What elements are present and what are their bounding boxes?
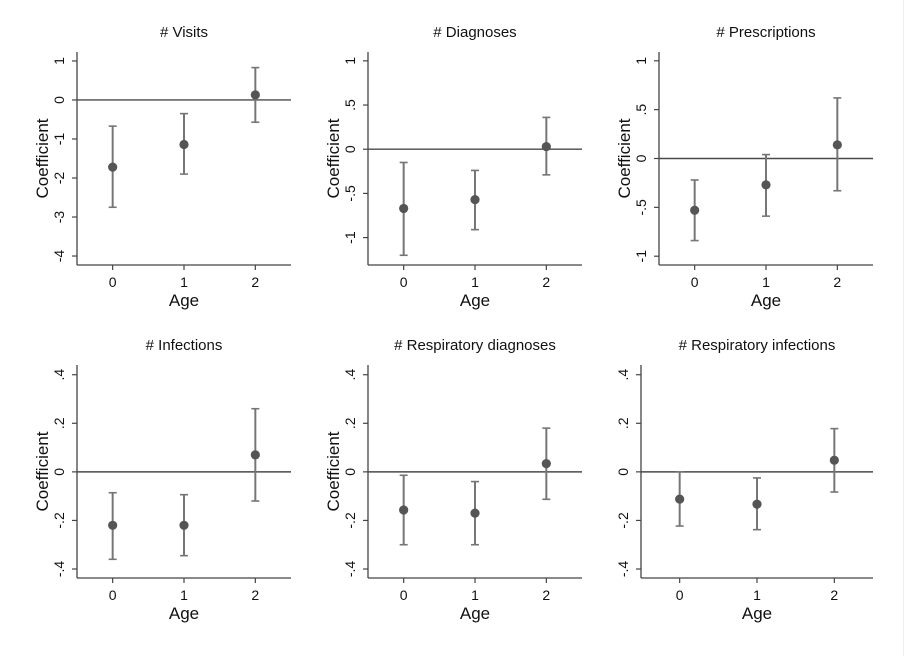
y-tick-label: -1 bbox=[342, 231, 358, 244]
y-tick-label: .5 bbox=[342, 99, 358, 111]
y-tick-label: .2 bbox=[51, 417, 67, 429]
point-estimate bbox=[761, 180, 771, 190]
panel-title: # Visits bbox=[160, 24, 208, 41]
x-tick-label: 0 bbox=[400, 274, 408, 290]
panel-title: # Diagnoses bbox=[433, 24, 516, 41]
y-tick-label: -.5 bbox=[342, 185, 358, 202]
x-tick-label: 2 bbox=[833, 274, 841, 290]
x-tick-label: 2 bbox=[830, 587, 838, 603]
x-tick-label: 1 bbox=[762, 274, 770, 290]
x-tick-label: 0 bbox=[400, 587, 408, 603]
point-estimate bbox=[675, 494, 685, 504]
x-axis-label: Age bbox=[169, 604, 199, 623]
panel-title: # Respiratory infections bbox=[679, 337, 836, 354]
panel-6: # Respiratory infections .4 .2 0 -.2 -.4 0 1 2 Ag… bbox=[615, 337, 873, 623]
point-estimate bbox=[470, 194, 480, 205]
y-tick-label: 0 bbox=[51, 96, 67, 104]
x-axis-label: Age bbox=[751, 291, 781, 310]
x-axis-label: Age bbox=[742, 604, 772, 623]
x-tick-label: 2 bbox=[542, 274, 550, 290]
y-tick-label: -.5 bbox=[633, 199, 649, 216]
x-tick-label: 2 bbox=[251, 587, 259, 603]
x-axis-label: Age bbox=[460, 604, 490, 623]
x-tick-label: 1 bbox=[471, 274, 479, 290]
x-tick-label: 0 bbox=[109, 587, 117, 603]
x-axis-label: Age bbox=[169, 291, 199, 310]
point-estimate bbox=[399, 505, 409, 515]
y-tick-label: .4 bbox=[51, 369, 67, 381]
y-tick-label: 0 bbox=[342, 145, 358, 153]
point-estimate bbox=[399, 203, 409, 214]
x-tick-label: 1 bbox=[180, 587, 188, 603]
y-tick-label: -.2 bbox=[342, 512, 358, 529]
y-tick-label: -4 bbox=[51, 250, 67, 263]
y-tick-label: 1 bbox=[51, 57, 67, 65]
x-tick-label: 2 bbox=[542, 587, 550, 603]
y-tick-label: .5 bbox=[633, 104, 649, 116]
x-tick-label: 2 bbox=[251, 274, 259, 290]
y-axis-label: Coefficient bbox=[33, 431, 52, 511]
x-tick-label: 1 bbox=[471, 587, 479, 603]
y-tick-label: -3 bbox=[51, 211, 67, 224]
y-tick-label: .4 bbox=[342, 369, 358, 381]
y-axis-label: Coefficient bbox=[33, 118, 52, 198]
point-estimate bbox=[179, 139, 189, 150]
y-tick-label: -.4 bbox=[51, 561, 67, 578]
y-tick-label: -2 bbox=[51, 172, 67, 185]
point-estimate bbox=[829, 455, 839, 465]
panel-title: # Respiratory diagnoses bbox=[394, 337, 556, 354]
y-tick-label: .2 bbox=[615, 417, 631, 429]
y-tick-label: .4 bbox=[615, 369, 631, 381]
point-estimate bbox=[108, 162, 118, 172]
y-tick-label: -.2 bbox=[51, 512, 67, 529]
y-tick-label: 0 bbox=[51, 468, 67, 476]
y-axis-label: Coefficient bbox=[324, 118, 343, 198]
y-tick-label: .2 bbox=[342, 417, 358, 429]
point-estimate bbox=[690, 205, 700, 215]
point-estimate bbox=[832, 140, 842, 150]
x-tick-label: 1 bbox=[753, 587, 761, 603]
y-tick-label: -.4 bbox=[342, 561, 358, 578]
point-estimate bbox=[752, 499, 762, 509]
y-tick-label: 1 bbox=[342, 57, 358, 65]
y-tick-label: -.2 bbox=[615, 512, 631, 529]
point-estimate bbox=[541, 141, 551, 152]
point-estimate bbox=[250, 450, 260, 460]
panel-1: # Visits 1 0 -1 -2 -3 -4 Coefficient 0 1 2 Age bbox=[33, 24, 291, 310]
y-tick-label: -1 bbox=[51, 133, 67, 146]
point-estimate bbox=[250, 90, 260, 100]
panel-title: # Infections bbox=[146, 337, 223, 354]
x-axis-label: Age bbox=[460, 291, 490, 310]
x-tick-label: 1 bbox=[180, 274, 188, 290]
x-tick-label: 0 bbox=[691, 274, 699, 290]
y-axis-label: Coefficient bbox=[615, 118, 634, 198]
y-tick-label: 1 bbox=[633, 57, 649, 65]
point-estimate bbox=[108, 520, 118, 530]
y-axis-label: Coefficient bbox=[324, 431, 343, 511]
x-tick-label: 0 bbox=[109, 274, 117, 290]
point-estimate bbox=[541, 459, 551, 469]
y-tick-label: 0 bbox=[633, 154, 649, 162]
y-tick-label: 0 bbox=[342, 468, 358, 476]
point-estimate bbox=[179, 520, 189, 530]
y-tick-label: -1 bbox=[633, 250, 649, 263]
panel-5: # Respiratory diagnoses .4 .2 0 -.2 -.4 Coeffi… bbox=[324, 337, 582, 623]
x-tick-label: 0 bbox=[676, 587, 684, 603]
y-tick-label: 0 bbox=[615, 468, 631, 476]
y-tick-label: -.4 bbox=[615, 561, 631, 578]
point-estimate bbox=[470, 508, 480, 518]
panel-title: # Prescriptions bbox=[716, 24, 815, 41]
